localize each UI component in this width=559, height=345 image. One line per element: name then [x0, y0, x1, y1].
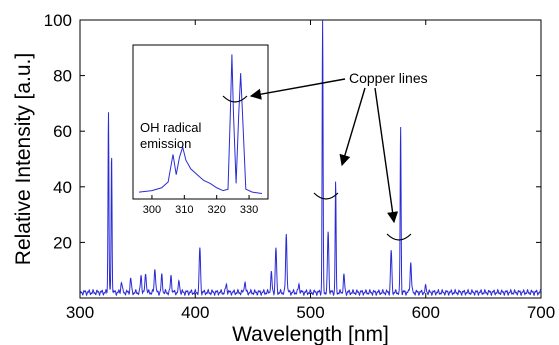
y-tick-label: 60: [53, 122, 72, 141]
y-tick-label: 20: [53, 233, 72, 252]
y-tick-label: 40: [53, 178, 72, 197]
x-tick-label: 600: [412, 303, 440, 322]
y-tick-label: 100: [44, 11, 72, 30]
inset-spectrum-series: [138, 54, 263, 195]
main-copper-bracket-515: [313, 192, 339, 200]
inset-x-tick-label: 310: [175, 204, 193, 216]
x-tick-label: 500: [296, 303, 324, 322]
oh-radical-label-line1: OH radical: [140, 120, 202, 135]
x-tick-label: 700: [527, 303, 555, 322]
y-tick-label: 80: [53, 67, 72, 86]
arrow-to-515nm: [339, 87, 366, 167]
inset-copper-bracket: [222, 95, 248, 103]
inset-x-tick-label: 300: [143, 204, 161, 216]
x-tick-label: 300: [66, 303, 94, 322]
arrow-to-inset: [249, 78, 346, 100]
arrow-to-578nm: [374, 87, 399, 224]
inset-x-tick-label: 330: [240, 204, 258, 216]
oh-radical-label-line2: emission: [140, 136, 191, 151]
spectrum-series: [80, 19, 542, 297]
copper-lines-label: Copper lines: [349, 70, 428, 86]
y-axis-title: Relative Intensity [a.u.]: [12, 53, 35, 265]
x-tick-label: 400: [181, 303, 209, 322]
x-axis-title: Wavelength [nm]: [232, 323, 389, 345]
main-copper-bracket-578: [386, 233, 412, 241]
inset-x-tick-label: 320: [208, 204, 226, 216]
